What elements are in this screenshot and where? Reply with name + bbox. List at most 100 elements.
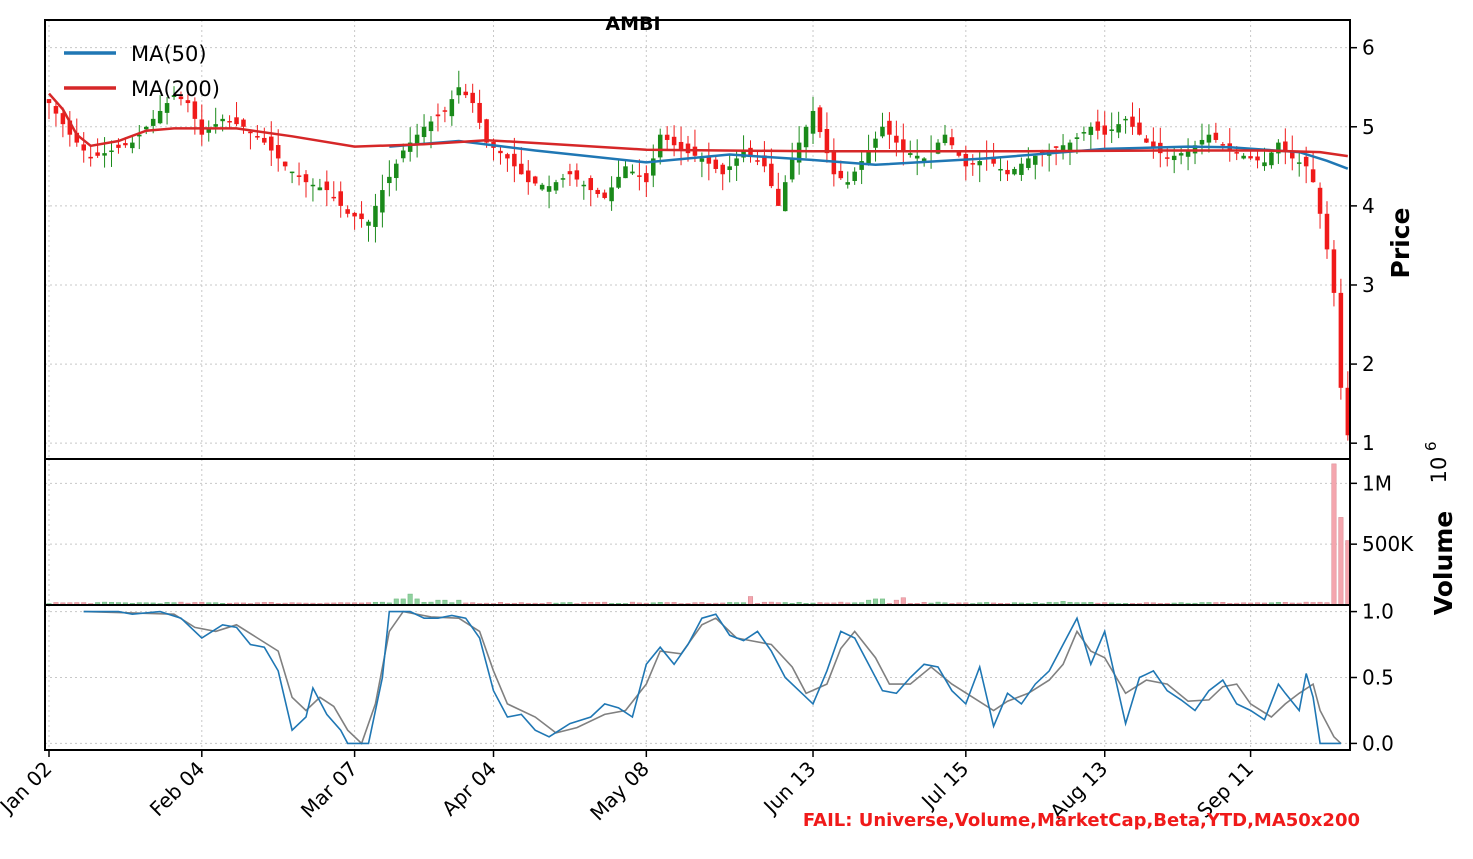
candle-up xyxy=(908,153,913,155)
candle-up xyxy=(859,161,864,170)
candlesticks xyxy=(46,70,1351,441)
candle-up xyxy=(171,95,177,98)
candle-down xyxy=(512,153,517,167)
price-axis-label: Price xyxy=(1386,208,1415,279)
candle-up xyxy=(394,163,399,179)
volume-bar xyxy=(407,593,413,606)
candle-down xyxy=(970,163,976,165)
candle-up xyxy=(1067,142,1073,152)
candle-down xyxy=(1095,121,1101,131)
candle-down xyxy=(755,160,760,162)
candle-down xyxy=(831,151,837,175)
candle-down xyxy=(505,154,510,159)
candle-down xyxy=(296,175,302,177)
volume-panel-frame xyxy=(44,458,1351,606)
volume-bar xyxy=(900,597,906,606)
candle-down xyxy=(352,212,357,217)
candle-up xyxy=(921,158,927,163)
candle-down xyxy=(123,143,128,146)
candle-down xyxy=(95,152,100,156)
candle-down xyxy=(532,176,538,184)
candle-up xyxy=(1116,124,1121,133)
candle-down xyxy=(435,114,441,117)
candle-up xyxy=(727,166,732,170)
candle-up xyxy=(914,155,920,159)
candle-up xyxy=(539,184,545,190)
oscillator-slow-line xyxy=(83,610,1342,745)
candle-down xyxy=(887,120,892,135)
candle-down xyxy=(1310,169,1316,183)
ma200-line xyxy=(48,92,1348,158)
oscillator-fast-line xyxy=(83,610,1341,745)
volume-exponent-base: 10 xyxy=(1427,457,1451,484)
candle-up xyxy=(873,138,878,148)
candle-down xyxy=(949,137,955,146)
candle-down xyxy=(685,143,691,154)
candle-down xyxy=(345,209,350,214)
candle-down xyxy=(1234,152,1239,154)
candle-down xyxy=(241,119,246,127)
candle-down xyxy=(1331,249,1337,293)
candle-down xyxy=(81,144,86,151)
legend-ma200-label: MA(200) xyxy=(131,77,220,101)
candle-up xyxy=(1206,134,1212,143)
candle-down xyxy=(602,192,607,198)
candle-down xyxy=(991,156,996,164)
candle-down xyxy=(1317,187,1323,214)
candle-up xyxy=(699,158,705,162)
candle-down xyxy=(588,178,594,191)
candle-up xyxy=(400,150,406,159)
candle-up xyxy=(220,118,225,122)
candle-down xyxy=(67,120,73,135)
candle-up xyxy=(289,171,295,174)
candle-up xyxy=(130,142,135,149)
candle-down xyxy=(1338,292,1344,388)
candle-down xyxy=(477,102,482,123)
legend: MA(50) MA(200) xyxy=(64,42,220,101)
candle-up xyxy=(657,134,663,158)
candle-up xyxy=(366,221,371,226)
candle-up xyxy=(1012,168,1017,175)
candle-down xyxy=(178,96,184,100)
candle-up xyxy=(206,129,212,133)
candle-up xyxy=(998,168,1003,171)
candle-up xyxy=(164,103,170,113)
candle-down xyxy=(776,188,781,206)
price-tick-label: 4 xyxy=(1362,194,1375,218)
candle-up xyxy=(734,158,739,166)
volume-tick-label: 500K xyxy=(1362,532,1414,556)
price-panel-frame xyxy=(44,19,1351,460)
candle-down xyxy=(901,139,906,151)
volume-tick-label: 1M xyxy=(1362,471,1392,495)
candle-down xyxy=(74,132,80,143)
candle-down xyxy=(248,131,253,134)
x-tick-label: May 08 xyxy=(585,757,654,826)
candle-up xyxy=(782,182,788,212)
volume-exponent-power: 6 xyxy=(1422,441,1440,451)
candle-up xyxy=(810,110,816,134)
candle-down xyxy=(664,134,670,140)
candle-down xyxy=(637,175,642,177)
candle-up xyxy=(789,158,795,180)
price-tick-label: 3 xyxy=(1362,273,1375,297)
candle-up xyxy=(852,171,857,181)
candle-down xyxy=(525,170,531,183)
candle-up xyxy=(651,158,656,176)
candle-down xyxy=(1144,138,1149,143)
candle-down xyxy=(1102,125,1107,135)
candle-down xyxy=(894,135,899,143)
candle-up xyxy=(630,171,635,174)
legend-ma50-label: MA(50) xyxy=(131,42,207,66)
candle-down xyxy=(60,113,66,125)
candle-down xyxy=(1303,156,1309,167)
candle-up xyxy=(1296,162,1302,164)
candle-up xyxy=(1171,155,1177,161)
candle-up xyxy=(414,134,420,145)
candle-down xyxy=(1283,141,1288,151)
candle-up xyxy=(213,124,218,127)
candle-up xyxy=(1178,153,1184,156)
volume-bars xyxy=(46,463,1351,606)
candle-up xyxy=(1199,139,1205,145)
